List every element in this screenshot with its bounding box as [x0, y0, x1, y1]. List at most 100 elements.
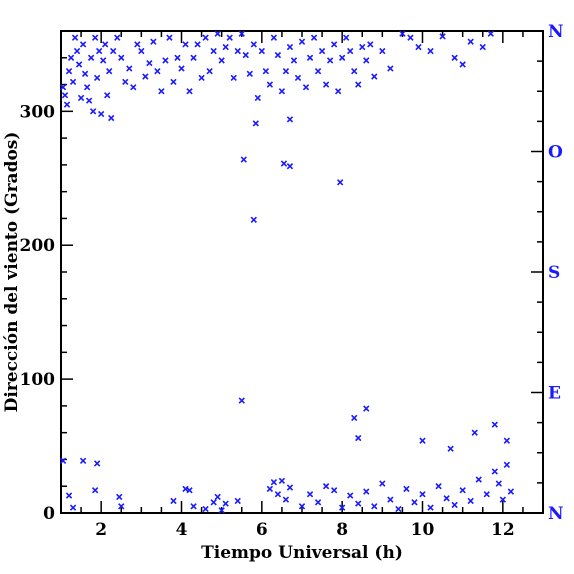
data-point — [210, 499, 217, 506]
data-point — [77, 94, 85, 102]
data-point — [222, 43, 229, 51]
data-point — [65, 492, 73, 499]
data-point — [218, 507, 225, 514]
data-point — [270, 479, 278, 486]
data-point — [108, 114, 115, 122]
data-point — [290, 57, 298, 64]
data-point — [222, 500, 229, 507]
data-point — [118, 503, 125, 510]
data-point — [367, 41, 374, 48]
data-point — [495, 480, 502, 487]
data-point — [194, 41, 201, 48]
data-point — [73, 47, 81, 55]
x-axis-title: Tiempo Universal (h) — [201, 543, 403, 563]
data-point — [162, 57, 169, 64]
data-point — [218, 57, 225, 64]
data-point — [339, 54, 346, 61]
data-point — [71, 34, 79, 41]
data-point — [439, 33, 446, 40]
cardinal-labels: N E S O N — [548, 22, 564, 524]
data-point — [170, 78, 177, 86]
cardinal-label: N — [548, 504, 564, 524]
data-point — [61, 92, 69, 99]
data-point — [343, 34, 350, 41]
cardinal-label: O — [548, 143, 563, 163]
data-point — [166, 34, 173, 41]
data-point — [59, 457, 67, 464]
data-point — [387, 496, 394, 503]
data-point — [91, 487, 99, 494]
y-tick-label: 100 — [20, 370, 56, 390]
data-point — [69, 504, 77, 511]
data-point — [91, 34, 99, 41]
data-point — [95, 47, 103, 55]
data-point — [475, 476, 482, 483]
data-point — [118, 54, 125, 61]
x-tick-labels: 2 4 6 8 10 12 — [95, 520, 514, 540]
data-point — [154, 68, 161, 75]
data-point — [459, 61, 466, 68]
x-tick-label: 4 — [176, 520, 188, 540]
data-point — [286, 163, 294, 170]
data-point — [258, 47, 265, 55]
data-point — [274, 491, 282, 498]
data-point — [499, 496, 506, 503]
data-point — [359, 43, 366, 51]
data-point — [202, 34, 209, 41]
data-point — [234, 497, 241, 505]
data-point — [186, 88, 193, 95]
data-point — [330, 487, 338, 494]
data-point — [294, 74, 302, 82]
data-point — [238, 397, 245, 404]
data-point — [395, 505, 402, 513]
data-point — [240, 156, 247, 163]
data-point — [487, 30, 494, 37]
data-point — [69, 78, 77, 86]
data-point — [182, 485, 189, 493]
data-point — [79, 41, 87, 48]
data-point — [314, 68, 322, 75]
data-point — [75, 61, 83, 68]
data-point — [242, 51, 249, 59]
data-point — [363, 57, 370, 64]
data-point — [306, 491, 314, 498]
data-point — [278, 88, 286, 95]
data-point — [67, 54, 75, 61]
data-point — [351, 68, 358, 75]
x-tick-label: 12 — [491, 520, 515, 540]
data-point — [87, 54, 95, 61]
data-point — [190, 54, 197, 61]
data-point — [435, 483, 442, 490]
x-tick-label: 8 — [336, 520, 348, 540]
data-point — [451, 501, 458, 509]
data-point — [106, 68, 113, 75]
data-point — [210, 47, 217, 55]
data-point — [322, 81, 330, 88]
data-point — [479, 43, 486, 51]
data-point — [126, 65, 133, 72]
data-point — [443, 495, 450, 502]
data-point — [93, 460, 101, 467]
data-point — [467, 38, 474, 45]
data-point — [379, 480, 386, 487]
data-point — [266, 81, 274, 88]
data-point — [503, 437, 511, 444]
data-point — [110, 47, 117, 55]
data-point — [266, 485, 274, 493]
data-point — [403, 485, 410, 493]
data-point — [206, 68, 213, 75]
x-tick-label: 2 — [95, 520, 107, 540]
data-point — [178, 65, 185, 72]
data-point — [250, 216, 257, 223]
cardinal-label: E — [548, 384, 561, 404]
data-point — [419, 437, 426, 444]
data-point — [114, 34, 121, 41]
data-point — [322, 483, 330, 490]
x-tick-label: 10 — [411, 520, 435, 540]
data-point — [467, 497, 474, 505]
data-point — [89, 108, 97, 115]
y-tick-label: 300 — [20, 102, 56, 122]
data-point — [238, 30, 245, 37]
data-point — [226, 34, 233, 41]
data-point — [334, 88, 342, 95]
